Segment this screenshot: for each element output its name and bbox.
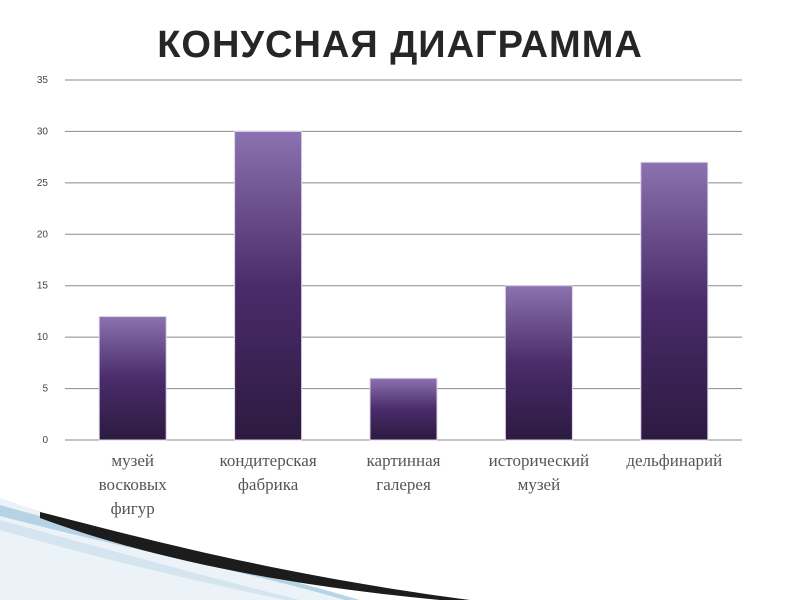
x-category-label: музей восковых фигур (99, 451, 168, 518)
x-category-label-line: кондитерская (220, 451, 317, 470)
x-category-label-line: музей (111, 451, 154, 470)
x-category-label-line: дельфинарий (626, 451, 722, 470)
y-tick-label: 30 (37, 126, 49, 137)
x-axis-categories: музей восковых фигур кондитерская фабрика кар… (99, 451, 723, 518)
y-tick-label: 15 (37, 281, 49, 292)
y-axis-ticks: 0 5 10 15 20 25 30 35 (37, 75, 49, 446)
bar (640, 161, 709, 441)
x-category-label-line: фигур (111, 499, 155, 518)
y-tick-label: 10 (37, 332, 49, 343)
y-tick-label: 25 (37, 178, 49, 189)
y-tick-label: 0 (42, 435, 48, 446)
x-category-label-line: галерея (376, 475, 431, 494)
x-category-label: исторический музей (489, 451, 589, 494)
y-tick-label: 35 (37, 75, 49, 86)
bars (98, 130, 709, 441)
y-tick-label: 20 (37, 229, 49, 240)
chart-title: КОНУСНАЯ ДИАГРАММА (157, 24, 643, 66)
x-category-label: дельфинарий (626, 451, 722, 470)
x-category-label-line: картинная (367, 451, 441, 470)
bar (504, 285, 573, 441)
x-category-label: картинная галерея (367, 451, 441, 494)
bar (98, 316, 167, 441)
x-category-label-line: музей (518, 475, 561, 494)
x-category-label-line: восковых (99, 475, 168, 494)
x-category-label-line: фабрика (238, 475, 299, 494)
y-tick-label: 5 (42, 384, 48, 395)
bar (369, 377, 438, 441)
x-category-label: кондитерская фабрика (220, 451, 317, 494)
bar (234, 130, 303, 441)
x-category-label-line: исторический (489, 451, 589, 470)
